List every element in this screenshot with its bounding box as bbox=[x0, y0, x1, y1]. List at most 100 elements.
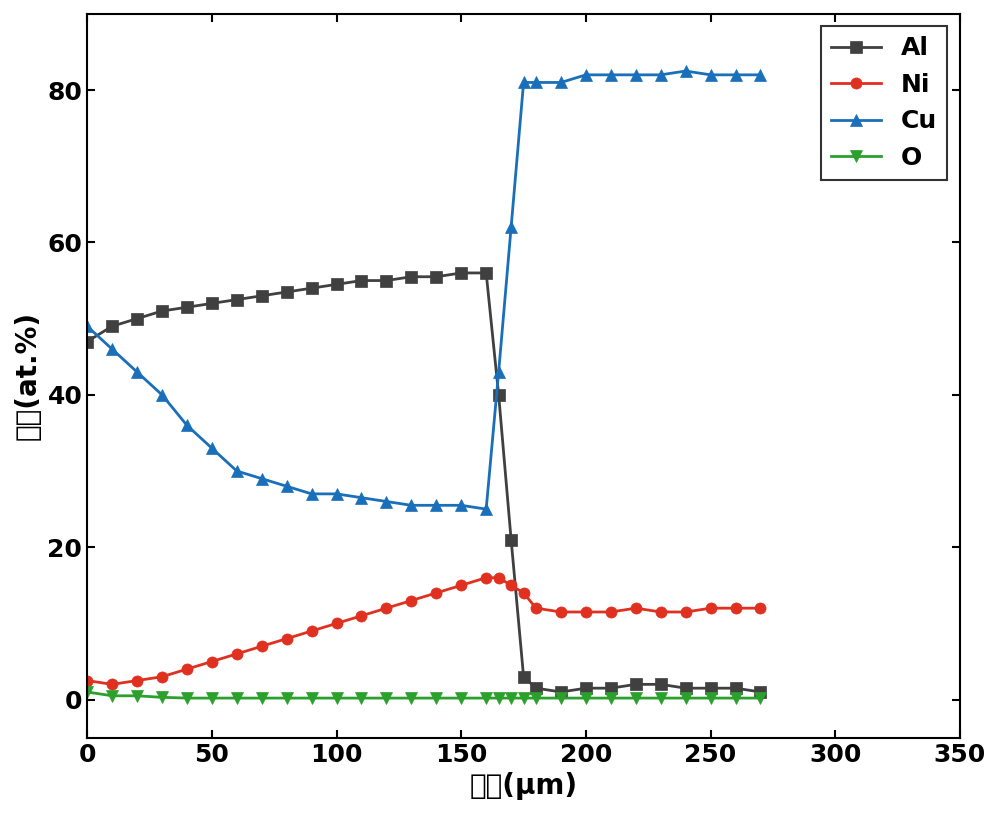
Ni bbox=[256, 641, 268, 651]
O bbox=[331, 694, 343, 703]
O bbox=[605, 694, 617, 703]
Al bbox=[331, 279, 343, 289]
Al bbox=[430, 272, 442, 282]
O bbox=[430, 694, 442, 703]
Ni bbox=[754, 603, 766, 613]
Cu bbox=[605, 70, 617, 80]
Line: Ni: Ni bbox=[82, 572, 766, 690]
Cu bbox=[580, 70, 592, 80]
O bbox=[81, 687, 93, 697]
O bbox=[181, 694, 193, 703]
Ni bbox=[156, 672, 168, 681]
O bbox=[156, 693, 168, 702]
Al bbox=[655, 680, 667, 689]
Cu bbox=[281, 481, 293, 491]
Ni bbox=[518, 588, 530, 597]
Al bbox=[505, 535, 517, 545]
Ni bbox=[493, 573, 505, 583]
Legend: Al, Ni, Cu, O: Al, Ni, Cu, O bbox=[821, 26, 947, 180]
Al bbox=[580, 683, 592, 693]
O bbox=[206, 694, 218, 703]
O bbox=[580, 694, 592, 703]
Al bbox=[206, 299, 218, 309]
Ni bbox=[206, 657, 218, 667]
Cu bbox=[131, 367, 143, 377]
Al bbox=[518, 672, 530, 681]
Ni bbox=[430, 588, 442, 597]
Cu bbox=[680, 66, 692, 76]
Line: Cu: Cu bbox=[82, 65, 766, 514]
Al bbox=[530, 683, 542, 693]
O bbox=[518, 694, 530, 703]
Al bbox=[81, 337, 93, 347]
Cu bbox=[555, 77, 567, 87]
Ni bbox=[231, 649, 243, 659]
O bbox=[480, 694, 492, 703]
Ni bbox=[380, 603, 392, 613]
Ni bbox=[355, 610, 367, 620]
Al bbox=[181, 302, 193, 312]
Ni bbox=[530, 603, 542, 613]
Ni bbox=[331, 619, 343, 628]
O bbox=[680, 694, 692, 703]
Cu bbox=[306, 489, 318, 499]
Ni bbox=[480, 573, 492, 583]
Cu bbox=[730, 70, 742, 80]
Cu bbox=[380, 497, 392, 506]
O bbox=[705, 694, 717, 703]
Ni bbox=[81, 676, 93, 685]
Ni bbox=[630, 603, 642, 613]
Ni bbox=[655, 607, 667, 617]
O bbox=[306, 694, 318, 703]
Ni bbox=[555, 607, 567, 617]
Al bbox=[256, 291, 268, 300]
Cu bbox=[256, 474, 268, 484]
Al bbox=[156, 306, 168, 316]
O bbox=[730, 694, 742, 703]
Al bbox=[555, 687, 567, 697]
O bbox=[281, 694, 293, 703]
O bbox=[131, 691, 143, 701]
Al bbox=[106, 322, 118, 331]
Ni bbox=[505, 580, 517, 590]
Cu bbox=[493, 367, 505, 377]
Ni bbox=[455, 580, 467, 590]
Cu bbox=[405, 501, 417, 510]
Ni bbox=[405, 596, 417, 606]
Line: Al: Al bbox=[82, 267, 766, 698]
Al bbox=[455, 268, 467, 278]
Cu bbox=[181, 421, 193, 431]
Al bbox=[231, 295, 243, 304]
O bbox=[256, 694, 268, 703]
Al bbox=[131, 313, 143, 323]
O bbox=[231, 694, 243, 703]
O bbox=[455, 694, 467, 703]
X-axis label: 深度(μm): 深度(μm) bbox=[470, 772, 578, 800]
Ni bbox=[730, 603, 742, 613]
O bbox=[555, 694, 567, 703]
Ni bbox=[306, 626, 318, 636]
Line: O: O bbox=[82, 686, 766, 703]
Al bbox=[605, 683, 617, 693]
Cu bbox=[231, 466, 243, 476]
Cu bbox=[754, 70, 766, 80]
Cu bbox=[655, 70, 667, 80]
Ni bbox=[106, 680, 118, 689]
Ni bbox=[705, 603, 717, 613]
Al bbox=[281, 287, 293, 297]
Cu bbox=[505, 222, 517, 232]
Ni bbox=[605, 607, 617, 617]
Y-axis label: 含量(at.%): 含量(at.%) bbox=[14, 311, 42, 440]
Cu bbox=[156, 390, 168, 400]
Cu bbox=[705, 70, 717, 80]
Ni bbox=[181, 664, 193, 674]
Al bbox=[405, 272, 417, 282]
Cu bbox=[106, 344, 118, 354]
Cu bbox=[206, 444, 218, 453]
Al bbox=[480, 268, 492, 278]
Cu bbox=[355, 492, 367, 502]
Ni bbox=[680, 607, 692, 617]
Al bbox=[680, 683, 692, 693]
O bbox=[655, 694, 667, 703]
Ni bbox=[281, 634, 293, 644]
